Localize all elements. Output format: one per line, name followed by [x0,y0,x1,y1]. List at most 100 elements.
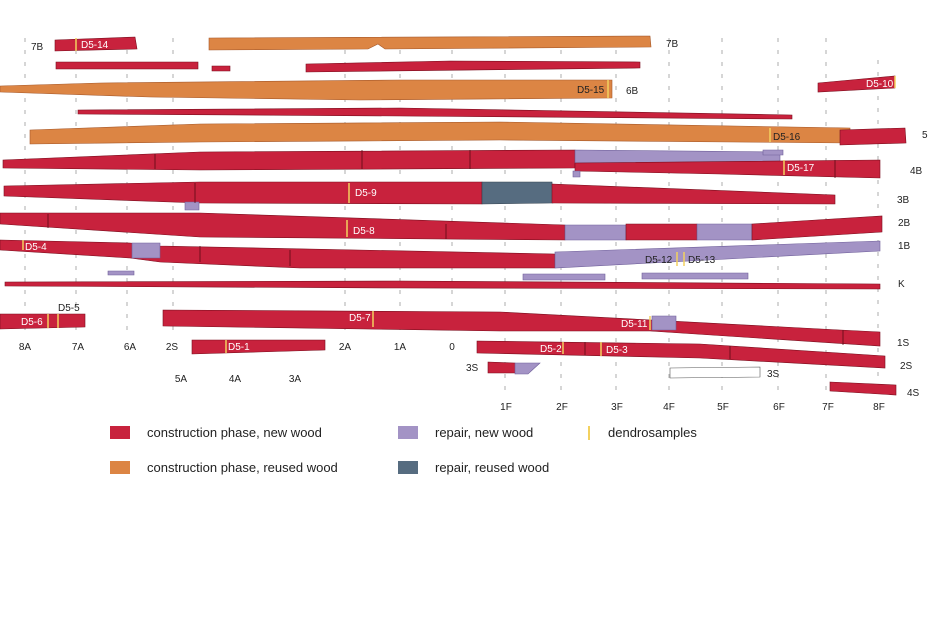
plank-2b-left [0,212,566,241]
plank-k-repair-strip-1 [522,273,606,281]
plank-5-new [839,127,907,146]
sample-label: D5-9 [355,188,377,199]
sample-label: D5-11 [621,319,648,330]
station-label: 4A [229,374,242,385]
plank-1b-repair-a [131,242,161,259]
legend-label: dendrosamples [608,425,697,440]
row-label: K [898,279,905,290]
plank-2s-right [476,340,886,369]
legend-construction-reused: construction phase, reused wood [110,460,338,475]
sample-label: D5-7 [349,313,371,324]
plank-1s-repair [651,315,677,331]
sample-label: D5-3 [606,345,628,356]
row-label: 3S [466,363,479,374]
row-label: 3B [897,195,910,206]
station-label: 1A [394,342,407,353]
plank-5-reused [29,121,851,145]
legend-swatch [398,461,418,474]
legend-swatch [398,426,418,439]
legend-swatch [588,425,590,440]
plank-3b-left [3,181,483,205]
legend-swatch [110,426,130,439]
plank-3s-left [487,361,519,374]
station-label: 6A [124,342,137,353]
sample-label: D5-15 [577,85,605,96]
legend-repair-reused: repair, reused wood [398,460,549,475]
joints [47,150,844,359]
sample-label: D5-13 [688,255,716,266]
plank-1b-small [107,270,135,276]
plank-7b-reused [208,35,652,51]
legend-construction-new: construction phase, new wood [110,425,322,440]
station-label: 4F [663,402,675,413]
legend-swatch [110,461,130,474]
plank-7b-lower-right [305,60,641,73]
sample-label: D5-12 [645,255,673,266]
row-label: 7B [666,39,679,50]
station-label: 5F [717,402,729,413]
station-label: 8A [19,342,32,353]
station-label: 2A [339,342,352,353]
row-label: 1B [898,241,911,252]
sample-label: D5-16 [773,132,801,143]
legend-label: repair, new wood [435,425,534,440]
sample-label: D5-5 [58,303,80,314]
plank-2b-mid [625,223,698,241]
legend-label: construction phase, new wood [147,425,322,440]
dendro-markers [22,38,896,356]
plank-1s-main [162,309,881,347]
plank-k-repair-strip-2 [641,272,749,280]
plank-4s [829,381,897,396]
sample-label: D5-14 [81,40,109,51]
plank-2b-repair-2 [696,223,753,241]
plank-2b-right [751,215,883,241]
sample-label: D5-8 [353,226,375,237]
plank-1s-left [0,313,86,330]
plank-2b-repair-1 [564,224,627,241]
plank-4b-repair-dot [572,170,581,178]
row-label: 3S [767,369,780,380]
plank-thin-upper [77,107,793,120]
row-label: 4B [910,166,923,177]
sample-label: D5-1 [228,342,250,353]
station-labels: 8A 7A 6A 2S 2A 1A 0 5A 4A 3A 1F 2F 3F 4F… [19,342,885,413]
sample-label: D5-17 [787,163,815,174]
row-label: 4S [907,388,920,399]
plank-1b-left [0,239,556,269]
sample-labels: D5-14 D5-15 D5-10 D5-16 D5-17 D5-9 D5-8 … [21,40,894,356]
legend-label: repair, reused wood [435,460,550,475]
station-label: 2S [166,342,179,353]
legend-dendro: dendrosamples [579,425,697,440]
sample-label: D5-4 [25,242,47,253]
row-label: 1S [897,338,910,349]
station-label: 7F [822,402,834,413]
plank-7b-lower-left [55,61,199,70]
station-label: 3A [289,374,302,385]
plank-3b-right [551,183,836,205]
planks [0,35,907,396]
plank-3s-repair [514,362,541,375]
plank-3b-repair-dot [184,201,200,211]
plank-4b-right [574,159,881,179]
plank-4b-repair-small [762,149,784,156]
row-label: 2S [900,361,913,372]
sample-label: D5-10 [866,79,894,90]
plank-3s-outline [669,366,761,379]
plank-2s-left [191,339,326,355]
row-label: 2B [898,218,911,229]
plank-1b-repair [554,240,881,269]
legend-label: construction phase, reused wood [147,460,338,475]
plank-7b-small [211,65,231,72]
plank-4b-left [2,149,576,171]
row-label: 7B [31,42,44,53]
station-label: 8F [873,402,885,413]
station-label: 0 [449,342,455,353]
plank-k [4,280,881,290]
sample-label: D5-6 [21,317,43,328]
row-labels: 7B 7B 6B 5 4B 3B 2B 1B K 1S 2S 3S 3S 4S [31,39,928,399]
sample-label: D5-2 [540,344,562,355]
legend-repair-new: repair, new wood [398,425,533,440]
station-label: 2F [556,402,568,413]
station-label: 5A [175,374,188,385]
station-label: 1F [500,402,512,413]
